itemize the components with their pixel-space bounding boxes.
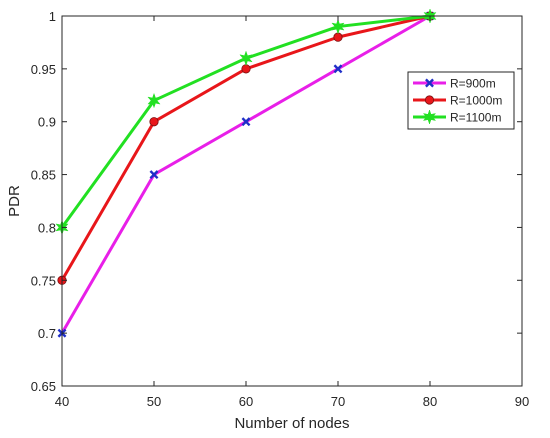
legend-marker-1-stroke-b <box>425 78 434 88</box>
y-tick-label-0.9: 0.9 <box>38 115 56 130</box>
series-3-point-2 <box>147 92 161 109</box>
axes-box <box>61 15 523 387</box>
series-2-point-2 <box>149 117 159 127</box>
legend: R=900m R=1000m R=1100m <box>407 71 515 130</box>
y-tick-label-0.75: 0.75 <box>31 273 56 288</box>
legend-marker-1 <box>425 78 434 88</box>
series-layer <box>55 8 437 338</box>
x-tick-label-70: 70 <box>331 394 345 409</box>
x-tick-label-50: 50 <box>147 394 161 409</box>
y-tick-label-0.8: 0.8 <box>38 220 56 235</box>
ticks-layer: 40 50 60 70 80 90 0.65 0.7 0.75 0.8 0.85 0.9 0.95 1 <box>31 9 530 409</box>
series-1-point-4-stroke-b <box>333 64 343 74</box>
legend-marker-2 <box>424 95 435 105</box>
legend-marker-3 <box>422 109 437 125</box>
series-1-point-2-stroke-b <box>149 170 159 180</box>
series-1-point-3 <box>241 117 251 127</box>
y-tick-label-0.7: 0.7 <box>38 326 56 341</box>
y-tick-label-0.95: 0.95 <box>31 62 56 77</box>
y-tick-label-1: 1 <box>49 9 56 24</box>
x-tick-label-40: 40 <box>55 394 69 409</box>
y-tick-label-0.65: 0.65 <box>31 379 56 394</box>
x-tick-label-80: 80 <box>423 394 437 409</box>
y-tick-label-0.85: 0.85 <box>31 168 56 183</box>
series-1-point-2 <box>149 170 159 180</box>
y-axis-label: PDR <box>6 185 23 217</box>
x-axis-label: Number of nodes <box>234 415 349 432</box>
legend-label-3: R=1100m <box>450 111 501 125</box>
legend-label-2: R=1000m <box>450 94 502 108</box>
series-3-point-3 <box>239 50 253 67</box>
series-1-point-3-stroke-b <box>241 117 251 127</box>
series-1-point-4 <box>333 64 343 74</box>
axes-layer <box>61 15 523 387</box>
x-tick-label-60: 60 <box>239 394 253 409</box>
series-3-point-4 <box>331 18 345 35</box>
legend-label-1: R=900m <box>450 77 496 91</box>
x-tick-label-90: 90 <box>515 394 529 409</box>
